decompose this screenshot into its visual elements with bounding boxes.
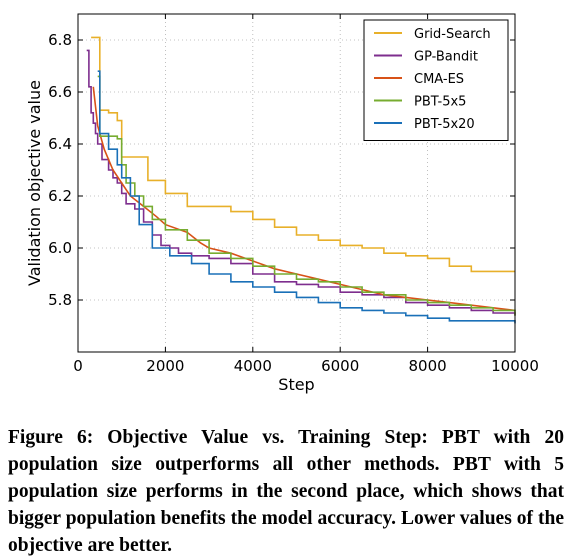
x-tick-label: 2000 — [146, 357, 184, 375]
y-tick-label: 6.0 — [48, 239, 72, 257]
axis-ticks: 0 2000 4000 6000 8000 10000 5.8 6.0 6.2 6.4 6.6 6.8 — [48, 14, 539, 375]
x-tick-label: 8000 — [409, 357, 447, 375]
y-tick-label: 6.4 — [48, 135, 72, 153]
legend-box — [363, 19, 509, 141]
legend: Grid-Search GP-Bandit CMA-ES PBT-5x5 PBT-5x2… — [363, 19, 509, 141]
series-line-pbt-5x5 — [97, 75, 516, 316]
y-tick-label: 5.8 — [48, 291, 72, 309]
y-tick-label: 6.8 — [48, 31, 72, 49]
series-line-pbt-5x20 — [97, 70, 516, 324]
figure-caption: Figure 6: Objective Value vs. Training S… — [8, 427, 564, 556]
x-axis-label: Step — [278, 375, 314, 394]
x-tick-label: 4000 — [234, 357, 272, 375]
x-tick-label: 6000 — [321, 357, 359, 375]
series-lines — [86, 36, 516, 324]
legend-label-pbt-5x20: PBT-5x20 — [414, 117, 475, 132]
y-tick-label: 6.2 — [48, 187, 72, 205]
plot-frame — [77, 13, 516, 353]
y-tick-label: 6.6 — [48, 83, 72, 101]
legend-label-grid-search: Grid-Search — [414, 27, 491, 42]
x-tick-label: 10000 — [491, 357, 539, 375]
chart: 0 2000 4000 6000 8000 10000 5.8 6.0 6.2 6.4 6.6 6.8… — [25, 13, 539, 394]
legend-label-cma-es: CMA-ES — [414, 72, 464, 87]
legend-label-pbt-5x5: PBT-5x5 — [414, 95, 466, 110]
y-axis-label: Validation objective value — [25, 80, 44, 286]
series-line-grid-search — [91, 36, 515, 273]
line-chart: 0 2000 4000 6000 8000 10000 5.8 6.0 6.2 6.4 6.6 6.8… — [25, 13, 539, 394]
legend-label-gp-bandit: GP-Bandit — [414, 50, 478, 65]
x-tick-label: 0 — [73, 357, 83, 375]
